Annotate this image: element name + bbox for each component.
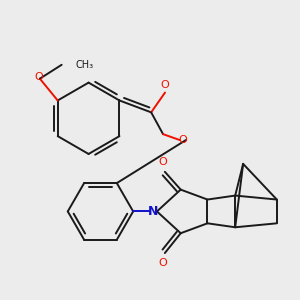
Text: O: O [158, 258, 167, 268]
Text: O: O [178, 135, 187, 145]
Text: N: N [148, 205, 158, 218]
Text: O: O [158, 157, 167, 167]
Text: O: O [161, 80, 170, 90]
Text: O: O [34, 72, 43, 82]
Text: CH₃: CH₃ [76, 60, 94, 70]
